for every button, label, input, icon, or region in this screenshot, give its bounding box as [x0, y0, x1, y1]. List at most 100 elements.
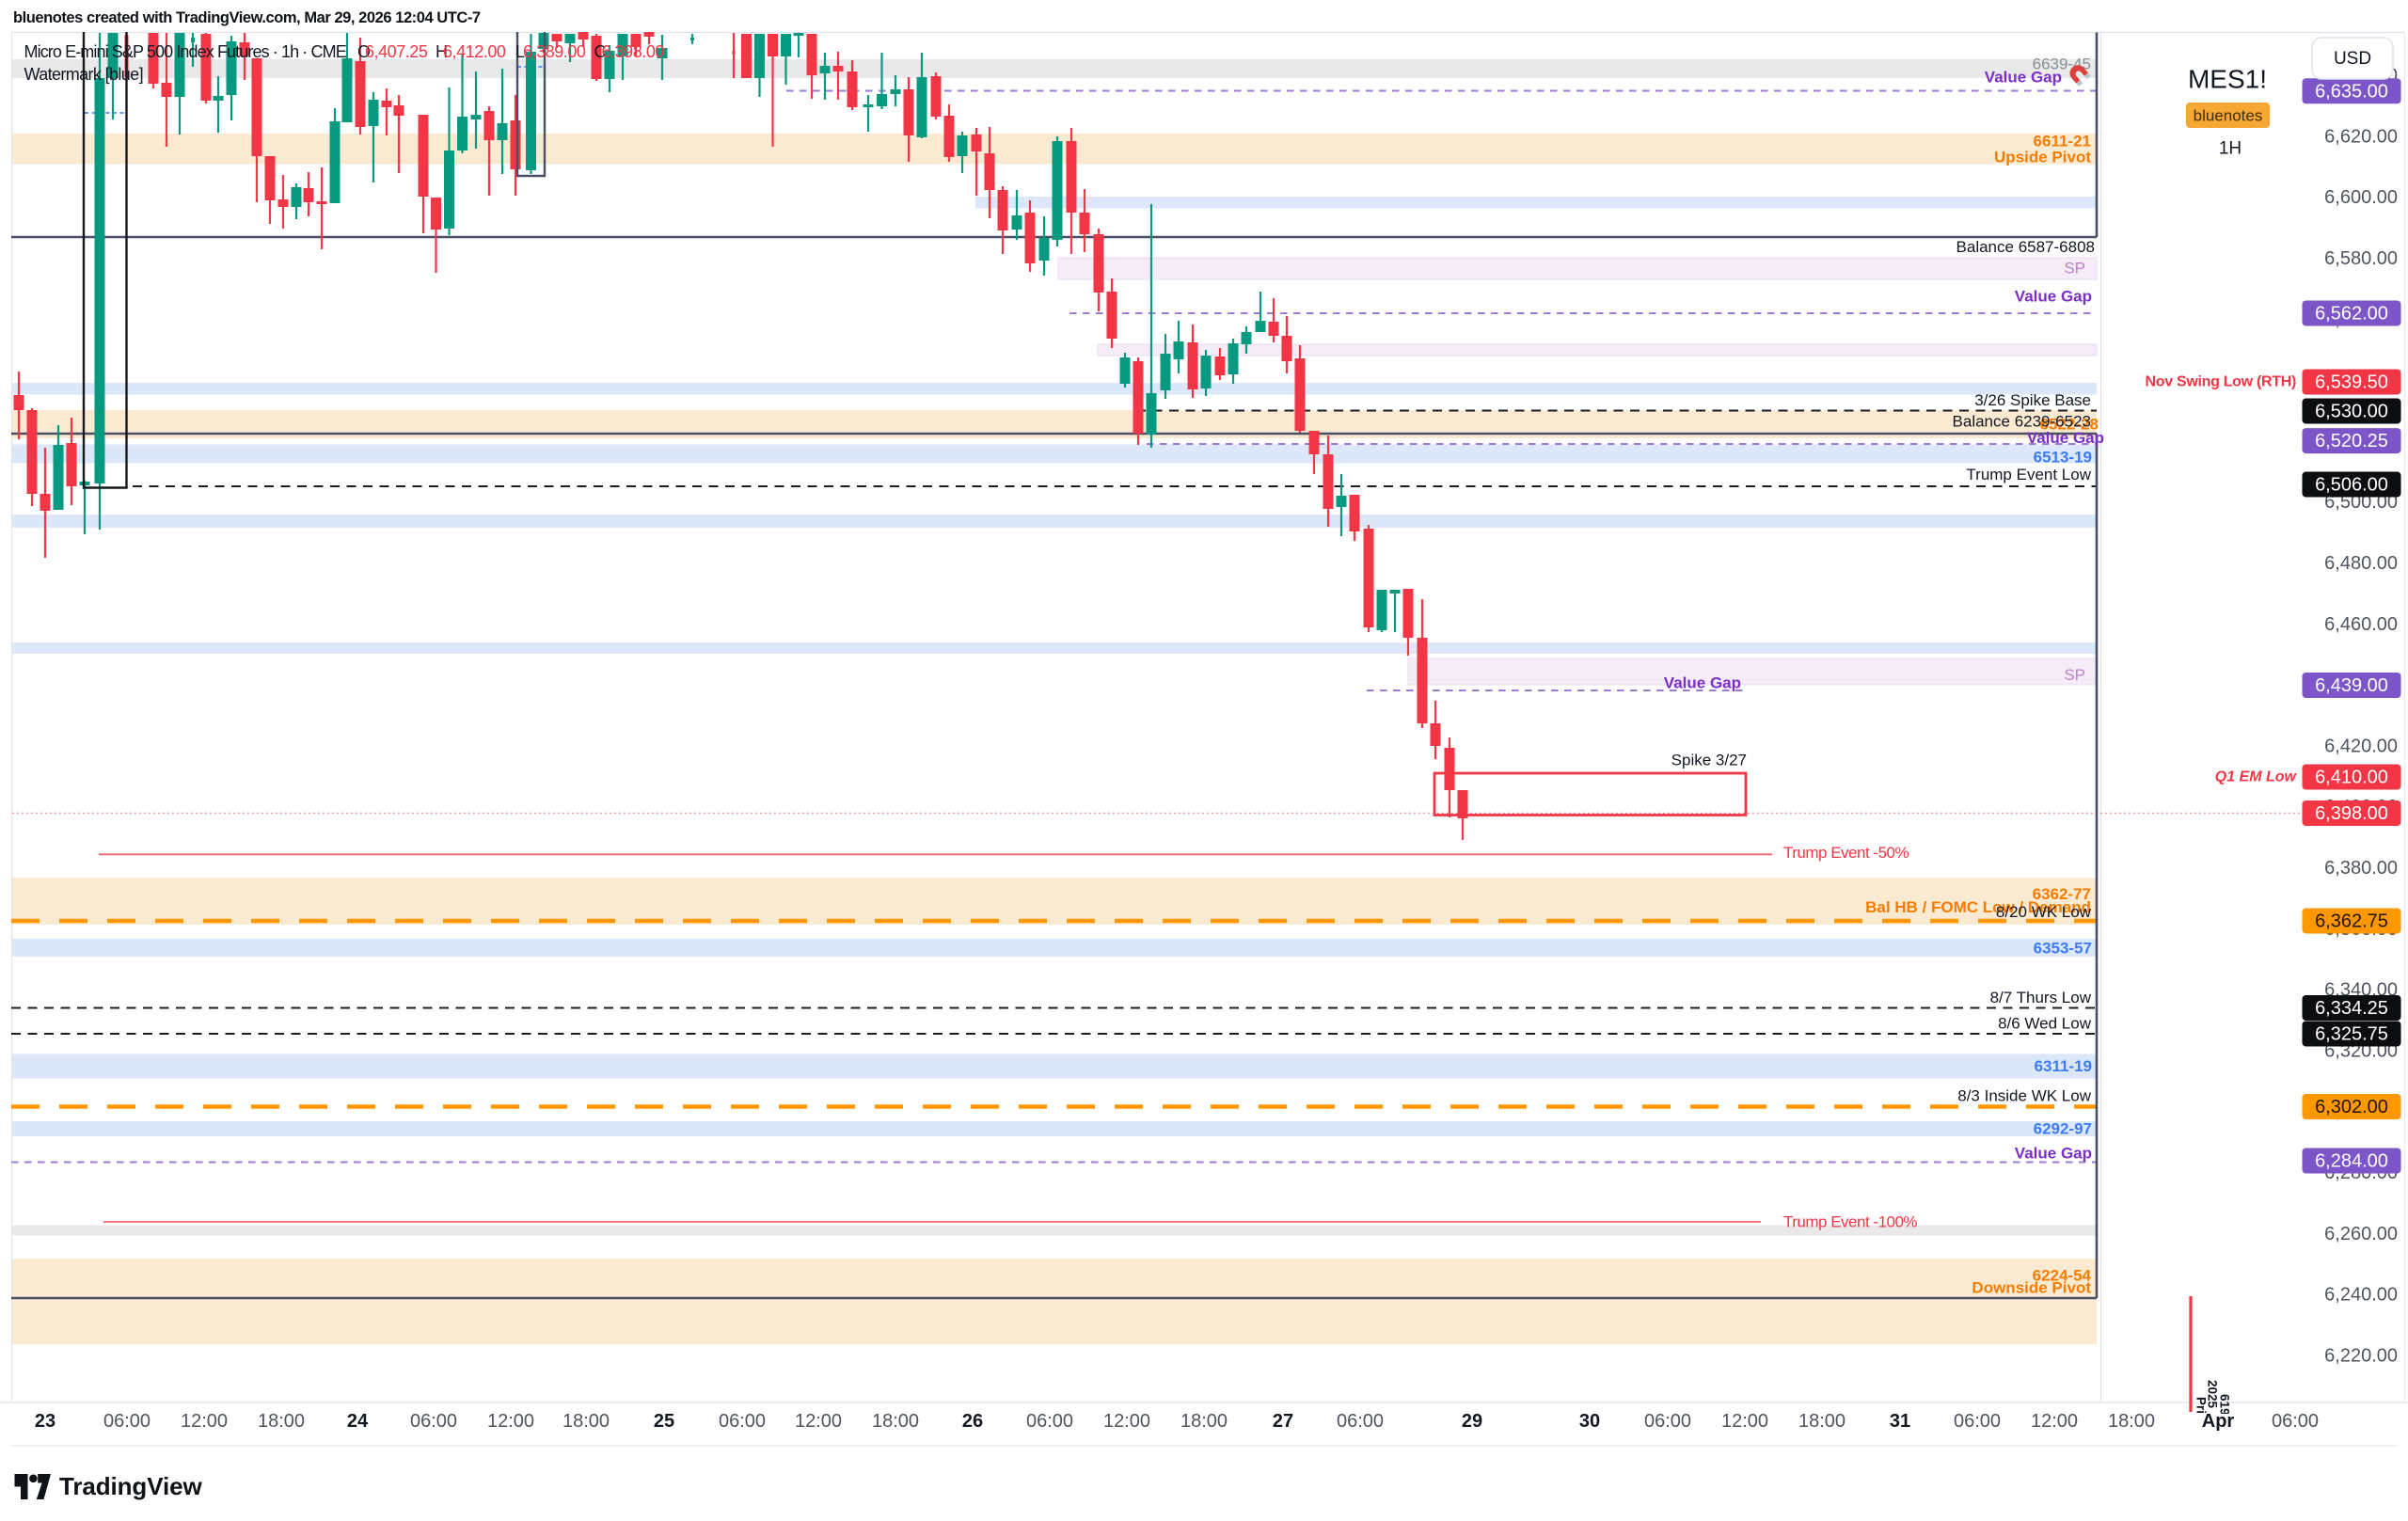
svg-text:6224-54: 6224-54	[2033, 1267, 2092, 1285]
svg-text:6,620.00: 6,620.00	[2324, 126, 2398, 147]
svg-text:31: 31	[1890, 1411, 1910, 1432]
svg-text:12:00: 12:00	[2031, 1411, 2078, 1432]
svg-text:6,500.00: 6,500.00	[2324, 492, 2398, 513]
svg-text:06:00: 06:00	[1026, 1411, 1073, 1432]
svg-text:06:00: 06:00	[2272, 1411, 2319, 1432]
svg-text:L: L	[515, 42, 525, 61]
svg-text:Apr: Apr	[2202, 1411, 2235, 1432]
svg-text:24: 24	[347, 1411, 369, 1432]
svg-text:MES1!: MES1!	[2188, 65, 2267, 94]
svg-text:6,380.00: 6,380.00	[2324, 858, 2398, 879]
svg-text:6611-21: 6611-21	[2034, 133, 2091, 151]
svg-text:6,362.75: 6,362.75	[2315, 911, 2388, 932]
svg-text:30: 30	[1579, 1411, 1600, 1432]
svg-text:1H: 1H	[2219, 139, 2242, 159]
svg-text:6,480.00: 6,480.00	[2324, 553, 2398, 574]
svg-text:6,398.00: 6,398.00	[2315, 803, 2388, 824]
svg-text:06:00: 06:00	[1644, 1411, 1691, 1432]
svg-text:6,520.25: 6,520.25	[2315, 431, 2388, 452]
svg-text:Upside Pivot: Upside Pivot	[1994, 149, 2091, 166]
svg-text:6,407.25: 6,407.25	[365, 42, 428, 61]
svg-text:Spike 3/27: Spike 3/27	[1671, 752, 1747, 769]
svg-text:12:00: 12:00	[487, 1411, 534, 1432]
svg-text:Value Gap: Value Gap	[2015, 1145, 2092, 1163]
svg-text:8/3 Inside WK Low: 8/3 Inside WK Low	[1957, 1087, 2091, 1105]
svg-text:18:00: 18:00	[258, 1411, 305, 1432]
svg-text:6,439.00: 6,439.00	[2315, 675, 2388, 696]
svg-text:6195: 6195	[2218, 1394, 2232, 1423]
svg-text:Nov Swing Low (RTH): Nov Swing Low (RTH)	[2145, 374, 2296, 390]
svg-text:6,506.00: 6,506.00	[2315, 475, 2388, 496]
svg-text:H: H	[436, 42, 448, 61]
svg-text:Value Gap: Value Gap	[2027, 429, 2104, 447]
svg-text:6513-19: 6513-19	[2034, 449, 2092, 467]
svg-text:SP: SP	[2064, 260, 2085, 277]
svg-text:6,412.00: 6,412.00	[443, 42, 506, 61]
svg-text:Value Gap: Value Gap	[1985, 69, 2062, 87]
svg-text:Trump Event -100%: Trump Event -100%	[1783, 1213, 1917, 1231]
svg-text:Bal HB / FOMC Low / Demand: Bal HB / FOMC Low / Demand	[1865, 898, 2091, 916]
svg-text:6292-97: 6292-97	[2034, 1120, 2092, 1138]
svg-text:O: O	[357, 42, 371, 61]
svg-text:Trump Event -50%: Trump Event -50%	[1783, 844, 1909, 862]
svg-text:18:00: 18:00	[1798, 1411, 1846, 1432]
svg-text:6,334.25: 6,334.25	[2315, 998, 2388, 1019]
svg-text:6,325.75: 6,325.75	[2315, 1024, 2388, 1045]
svg-text:Value Gap: Value Gap	[1664, 674, 1741, 692]
svg-text:25: 25	[654, 1411, 674, 1432]
svg-text:23: 23	[35, 1411, 55, 1432]
svg-text:18:00: 18:00	[872, 1411, 919, 1432]
svg-text:12:00: 12:00	[795, 1411, 842, 1432]
svg-text:Trump Event Low: Trump Event Low	[1966, 466, 2091, 483]
svg-text:18:00: 18:00	[1180, 1411, 1228, 1432]
svg-text:12:00: 12:00	[1721, 1411, 1768, 1432]
svg-text:6,530.00: 6,530.00	[2315, 402, 2388, 422]
svg-text:SP: SP	[2064, 666, 2085, 684]
svg-text:6311-19: 6311-19	[2035, 1057, 2092, 1075]
svg-text:Watermark [blue]: Watermark [blue]	[24, 65, 143, 84]
svg-text:06:00: 06:00	[410, 1411, 457, 1432]
svg-text:6,539.50: 6,539.50	[2315, 372, 2388, 393]
svg-text:8/20 WK Low: 8/20 WK Low	[1996, 903, 2092, 921]
svg-text:6,220.00: 6,220.00	[2324, 1345, 2398, 1366]
svg-text:6353-57: 6353-57	[2034, 940, 2092, 958]
svg-text:6,389.00: 6,389.00	[523, 42, 586, 61]
svg-text:06:00: 06:00	[103, 1411, 150, 1432]
svg-text:Downside Pivot: Downside Pivot	[1972, 1279, 2091, 1297]
svg-text:Balance 6239-6523: Balance 6239-6523	[1953, 413, 2091, 431]
svg-text:26: 26	[962, 1411, 983, 1432]
svg-text:6,284.00: 6,284.00	[2315, 1151, 2388, 1172]
svg-text:8/6 Wed Low: 8/6 Wed Low	[1998, 1015, 2092, 1033]
svg-text:TradingView: TradingView	[59, 1472, 202, 1500]
svg-text:6362-77: 6362-77	[2033, 885, 2091, 903]
svg-text:06:00: 06:00	[1954, 1411, 2001, 1432]
svg-text:Balance 6587-6808: Balance 6587-6808	[1956, 238, 2095, 256]
svg-text:6,562.00: 6,562.00	[2315, 304, 2388, 325]
svg-text:Q1 EM Low: Q1 EM Low	[2215, 769, 2298, 785]
svg-text:6,260.00: 6,260.00	[2324, 1224, 2398, 1244]
svg-text:6,580.00: 6,580.00	[2324, 248, 2398, 269]
svg-text:18:00: 18:00	[562, 1411, 610, 1432]
svg-text:6,240.00: 6,240.00	[2324, 1285, 2398, 1306]
svg-text:6,398.00: 6,398.00	[602, 42, 665, 61]
svg-text:6,420.00: 6,420.00	[2324, 736, 2398, 756]
svg-text:12:00: 12:00	[1103, 1411, 1150, 1432]
svg-text:06:00: 06:00	[719, 1411, 766, 1432]
svg-text:6,635.00: 6,635.00	[2315, 81, 2388, 102]
svg-text:29: 29	[1462, 1411, 1482, 1432]
svg-text:bluenotes: bluenotes	[2194, 107, 2263, 125]
svg-text:Micro E-mini S&P 500 Index Fut: Micro E-mini S&P 500 Index Futures · 1h …	[24, 42, 347, 61]
svg-text:18:00: 18:00	[2108, 1411, 2155, 1432]
svg-text:C: C	[594, 42, 607, 61]
svg-text:Price: Price	[2194, 1397, 2209, 1429]
svg-text:6,302.00: 6,302.00	[2315, 1097, 2388, 1117]
svg-text:6,600.00: 6,600.00	[2324, 187, 2398, 208]
svg-text:8/7 Thurs Low: 8/7 Thurs Low	[1990, 989, 2092, 1006]
svg-text:USD: USD	[2334, 49, 2371, 69]
svg-text:6522-28: 6522-28	[2040, 416, 2099, 434]
svg-text:27: 27	[1273, 1411, 1293, 1432]
svg-text:Value Gap: Value Gap	[2015, 288, 2092, 306]
svg-text:bluenotes created with Trading: bluenotes created with TradingView.com, …	[13, 9, 481, 26]
svg-text:6,410.00: 6,410.00	[2315, 768, 2388, 788]
svg-text:2025: 2025	[2206, 1380, 2220, 1409]
